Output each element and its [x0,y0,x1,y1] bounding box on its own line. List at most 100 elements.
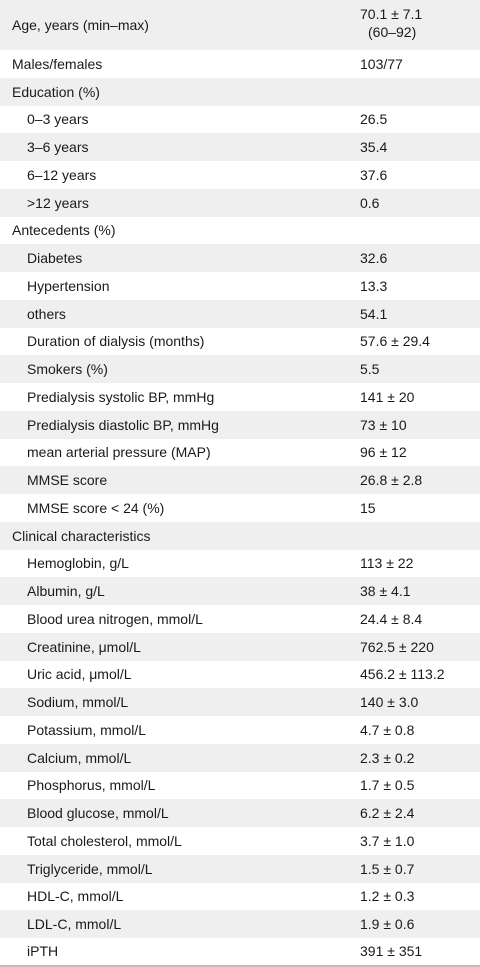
row-label: mean arterial pressure (MAP) [27,444,211,461]
row-value: 2.3 ± 0.2 [360,749,415,766]
table-row: Age, years (min–max) 70.1 ± 7.1 (60–92) [0,0,480,50]
row-label: Diabetes [27,250,83,267]
row-label: Age, years (min–max) [12,17,149,33]
row-label: others [27,305,66,322]
table-row: Duration of dialysis (months) 57.6 ± 29.4 [0,327,480,356]
table-row: LDL-C, mmol/L 1.9 ± 0.6 [0,910,480,938]
table-row: 3–6 years 35.4 [0,133,480,161]
table-row: Males/females 103/77 [0,50,480,78]
table-row: Potassium, mmol/L 4.7 ± 0.8 [0,716,480,744]
table-row: Total cholesterol, mmol/L 3.7 ± 1.0 [0,827,480,855]
row-value: 391 ± 351 [360,943,423,960]
table-row: Antecedents (%) [0,216,480,245]
row-value: 26.8 ± 2.8 [360,472,423,489]
row-value-line1: 70.1 ± 7.1 [360,6,423,22]
table-row: Albumin, g/L 38 ± 4.1 [0,577,480,605]
table-row: Predialysis diastolic BP, mmHg 73 ± 10 [0,410,480,439]
table-row: MMSE score < 24 (%) 15 [0,494,480,522]
row-label: 3–6 years [27,139,89,156]
row-value: 3.7 ± 1.0 [360,832,415,849]
row-value: 54.1 [360,305,388,322]
row-value: 57.6 ± 29.4 [360,333,430,350]
row-value [350,522,480,550]
row-value: 1.7 ± 0.5 [360,777,415,794]
row-label: Education (%) [12,83,100,100]
row-label: Clinical characteristics [12,527,151,544]
table-row: Uric acid, μmol/L 456.2 ± 113.2 [0,660,480,689]
table-row: >12 years 0.6 [0,188,480,217]
row-label: LDL-C, mmol/L [27,916,122,933]
row-value: 24.4 ± 8.4 [360,610,423,627]
table-row: Smokers (%) 5.5 [0,355,480,383]
row-label: >12 years [27,194,89,211]
row-label: Creatinine, μmol/L [27,638,141,655]
table-row: others 54.1 [0,299,480,328]
row-value: 38 ± 4.1 [360,583,411,600]
row-value [350,217,480,245]
row-value: 113 ± 22 [360,555,414,572]
row-label: 6–12 years [27,166,97,183]
row-value: 13.3 [360,277,388,294]
table-row: 0–3 years 26.5 [0,105,480,134]
table-row: Calcium, mmol/L 2.3 ± 0.2 [0,743,480,772]
table-row: Sodium, mmol/L 140 ± 3.0 [0,688,480,716]
row-label: Blood glucose, mmol/L [27,805,169,822]
table-row: Hemoglobin, g/L 113 ± 22 [0,549,480,578]
row-value: 96 ± 12 [360,444,407,461]
table-row: Education (%) [0,77,480,106]
row-value: 6.2 ± 2.4 [360,805,415,822]
row-value: 0.6 [360,194,380,211]
table-row: Blood glucose, mmol/L 6.2 ± 2.4 [0,799,480,827]
table-row: iPTH 391 ± 351 [0,938,480,966]
row-label: Predialysis systolic BP, mmHg [27,388,215,405]
table-row: Hypertension 13.3 [0,272,480,300]
row-value-line2: (60–92) [368,24,417,40]
row-label: iPTH [27,943,59,960]
row-value: 1.2 ± 0.3 [360,888,415,905]
row-label: Total cholesterol, mmol/L [27,832,182,849]
row-value: 5.5 [360,361,380,378]
row-value: 35.4 [360,139,388,156]
row-value: 103/77 [360,55,403,72]
table-row: Diabetes 32.6 [0,244,480,272]
row-value: 73 ± 10 [360,416,407,433]
row-value: 1.9 ± 0.6 [360,916,415,933]
row-value: 140 ± 3.0 [360,694,419,711]
table-row: Blood urea nitrogen, mmol/L 24.4 ± 8.4 [0,605,480,633]
row-label: Hemoglobin, g/L [27,555,129,572]
table-row: MMSE score 26.8 ± 2.8 [0,466,480,494]
table-row: Clinical characteristics [0,521,480,550]
row-label: 0–3 years [27,111,89,128]
row-label: Phosphorus, mmol/L [27,777,156,794]
row-label: MMSE score [27,472,108,489]
table-row: 6–12 years 37.6 [0,161,480,189]
row-label: Triglyceride, mmol/L [27,860,153,877]
table-row: Predialysis systolic BP, mmHg 141 ± 20 [0,383,480,411]
table-row: Creatinine, μmol/L 762.5 ± 220 [0,632,480,661]
row-value [350,78,480,106]
row-value: 456.2 ± 113.2 [360,666,445,683]
row-label: Smokers (%) [27,361,108,378]
row-label: Antecedents (%) [12,222,116,239]
row-value: 141 ± 20 [360,388,415,405]
row-label: MMSE score < 24 (%) [27,499,165,516]
table-row: mean arterial pressure (MAP) 96 ± 12 [0,438,480,467]
row-label: Uric acid, μmol/L [27,666,132,683]
row-label: Potassium, mmol/L [27,721,147,738]
row-value: 37.6 [360,166,388,183]
row-value: 32.6 [360,250,388,267]
row-value: 15 [360,499,376,516]
row-value: 26.5 [360,111,388,128]
row-value: 762.5 ± 220 [360,638,434,655]
row-label: Calcium, mmol/L [27,749,132,766]
row-value: 4.7 ± 0.8 [360,721,415,738]
row-label: HDL-C, mmol/L [27,888,124,905]
row-label: Albumin, g/L [27,583,105,600]
table-row: HDL-C, mmol/L 1.2 ± 0.3 [0,882,480,911]
table-row: Phosphorus, mmol/L 1.7 ± 0.5 [0,771,480,800]
table-row: Triglyceride, mmol/L 1.5 ± 0.7 [0,854,480,883]
row-label: Males/females [12,55,103,72]
row-label: Predialysis diastolic BP, mmHg [27,416,219,433]
